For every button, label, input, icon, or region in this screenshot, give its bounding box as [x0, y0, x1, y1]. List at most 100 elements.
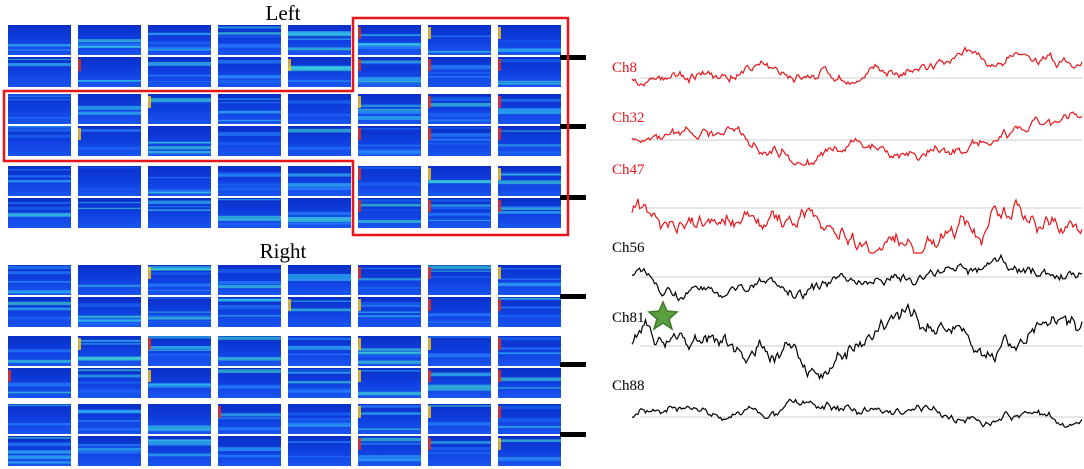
spectrogram-tile	[78, 166, 141, 196]
spectrogram-band	[8, 281, 71, 283]
spectrogram-band	[428, 441, 491, 444]
spectrogram-band	[358, 457, 421, 462]
spectrogram-band	[78, 320, 141, 322]
spectrogram-band	[78, 39, 141, 43]
star-marker	[647, 300, 679, 331]
spectrogram-hot	[78, 338, 81, 350]
spectrogram-band	[358, 45, 421, 50]
spectrogram-band	[218, 74, 281, 79]
spectrogram-band	[498, 347, 561, 350]
spectrogram-band	[78, 357, 141, 361]
spectrogram-band	[358, 82, 421, 86]
spectrogram-hot	[498, 128, 501, 140]
spectrogram-hot	[148, 267, 151, 279]
spectrogram-band	[78, 303, 141, 308]
spectrogram-tile	[288, 57, 351, 87]
spectrogram-band	[148, 439, 211, 444]
spectrogram-band	[498, 297, 561, 300]
spectrogram-hot	[148, 370, 151, 382]
spectrogram-band	[148, 346, 211, 348]
spectrogram-band	[148, 267, 211, 271]
spectrogram-band	[498, 111, 561, 115]
spectrogram-band	[148, 289, 211, 292]
spectrogram-band	[428, 204, 491, 207]
spectrogram-tile	[8, 57, 71, 87]
spectrogram-band	[358, 351, 421, 355]
spectrogram-band	[8, 442, 71, 447]
spectrogram-band	[288, 389, 351, 393]
spectrogram-band	[498, 173, 561, 176]
spectrogram-tile	[498, 265, 561, 295]
spectrogram-band	[78, 381, 141, 384]
spectrogram-band	[78, 147, 141, 150]
spectrogram-band	[498, 439, 561, 443]
spectrogram-band	[218, 269, 281, 273]
spectrogram-band	[498, 426, 561, 428]
spectrogram-band	[498, 405, 561, 410]
spectrogram-hot	[428, 267, 431, 279]
spectrogram-tile	[218, 297, 281, 327]
spectrogram-band	[148, 321, 211, 323]
spectrogram-band	[78, 80, 141, 82]
spectrogram-tile	[288, 336, 351, 366]
spectrogram-tile	[358, 166, 421, 196]
spectrogram-band	[358, 360, 421, 364]
spectrogram-band	[8, 206, 71, 210]
spectrogram-band	[148, 453, 211, 457]
spectrogram-band	[218, 315, 281, 317]
spectrogram-hot	[358, 168, 361, 180]
spectrogram-band	[218, 215, 281, 218]
spectrogram-band	[358, 286, 421, 289]
spectrogram-band	[148, 427, 211, 431]
spectrogram-band	[288, 65, 351, 69]
spectrogram-band	[218, 98, 281, 100]
spectrogram-band	[498, 336, 561, 341]
spectrogram-hot	[358, 27, 361, 39]
spectrogram-band	[218, 187, 281, 191]
spectrogram-hot	[498, 338, 501, 350]
spectrogram-band	[358, 301, 421, 306]
spectrogram-band	[358, 110, 421, 114]
spectrogram-tile	[428, 336, 491, 366]
spectrogram-band	[8, 43, 71, 47]
spectrogram-band	[288, 183, 351, 187]
row-marker	[560, 195, 586, 200]
spectrogram-band	[78, 449, 141, 454]
spectrogram-band	[288, 441, 351, 444]
spectrogram-band	[358, 43, 421, 46]
spectrogram-band	[288, 79, 351, 83]
spectrogram-band	[148, 205, 211, 208]
spectrogram-band	[288, 412, 351, 416]
spectrogram-band	[148, 74, 211, 77]
spectrogram-band	[288, 371, 351, 374]
spectrogram-band	[358, 80, 421, 83]
spectrogram-hot	[218, 406, 221, 418]
spectrogram-band	[358, 115, 421, 120]
spectrogram-hot	[498, 267, 501, 279]
spectrogram-band	[428, 134, 491, 137]
spectrogram-hot	[498, 370, 501, 382]
spectrogram-band	[498, 48, 561, 52]
spectrogram-band	[358, 278, 421, 280]
spectrogram-band	[428, 64, 491, 68]
spectrogram-band	[288, 300, 351, 302]
spectrogram-band	[498, 377, 561, 382]
spectrogram-band	[218, 369, 281, 374]
spectrogram-band	[148, 429, 211, 432]
spectrogram-band	[8, 214, 71, 217]
spectrogram-band	[148, 97, 211, 102]
spectrogram-band	[358, 34, 421, 37]
spectrogram-hot	[288, 299, 291, 311]
spectrogram-band	[78, 322, 141, 326]
spectrogram-band	[148, 41, 211, 45]
spectrogram-band	[148, 209, 211, 211]
spectrogram-band	[148, 336, 211, 339]
spectrogram-band	[428, 313, 491, 317]
spectrogram-band	[428, 265, 491, 270]
spectrogram-band	[428, 199, 491, 202]
spectrogram-band	[78, 339, 141, 342]
spectrogram-band	[148, 189, 211, 194]
spectrogram-band	[218, 336, 281, 340]
spectrogram-grid	[8, 25, 586, 466]
left-title: Left	[266, 1, 301, 25]
